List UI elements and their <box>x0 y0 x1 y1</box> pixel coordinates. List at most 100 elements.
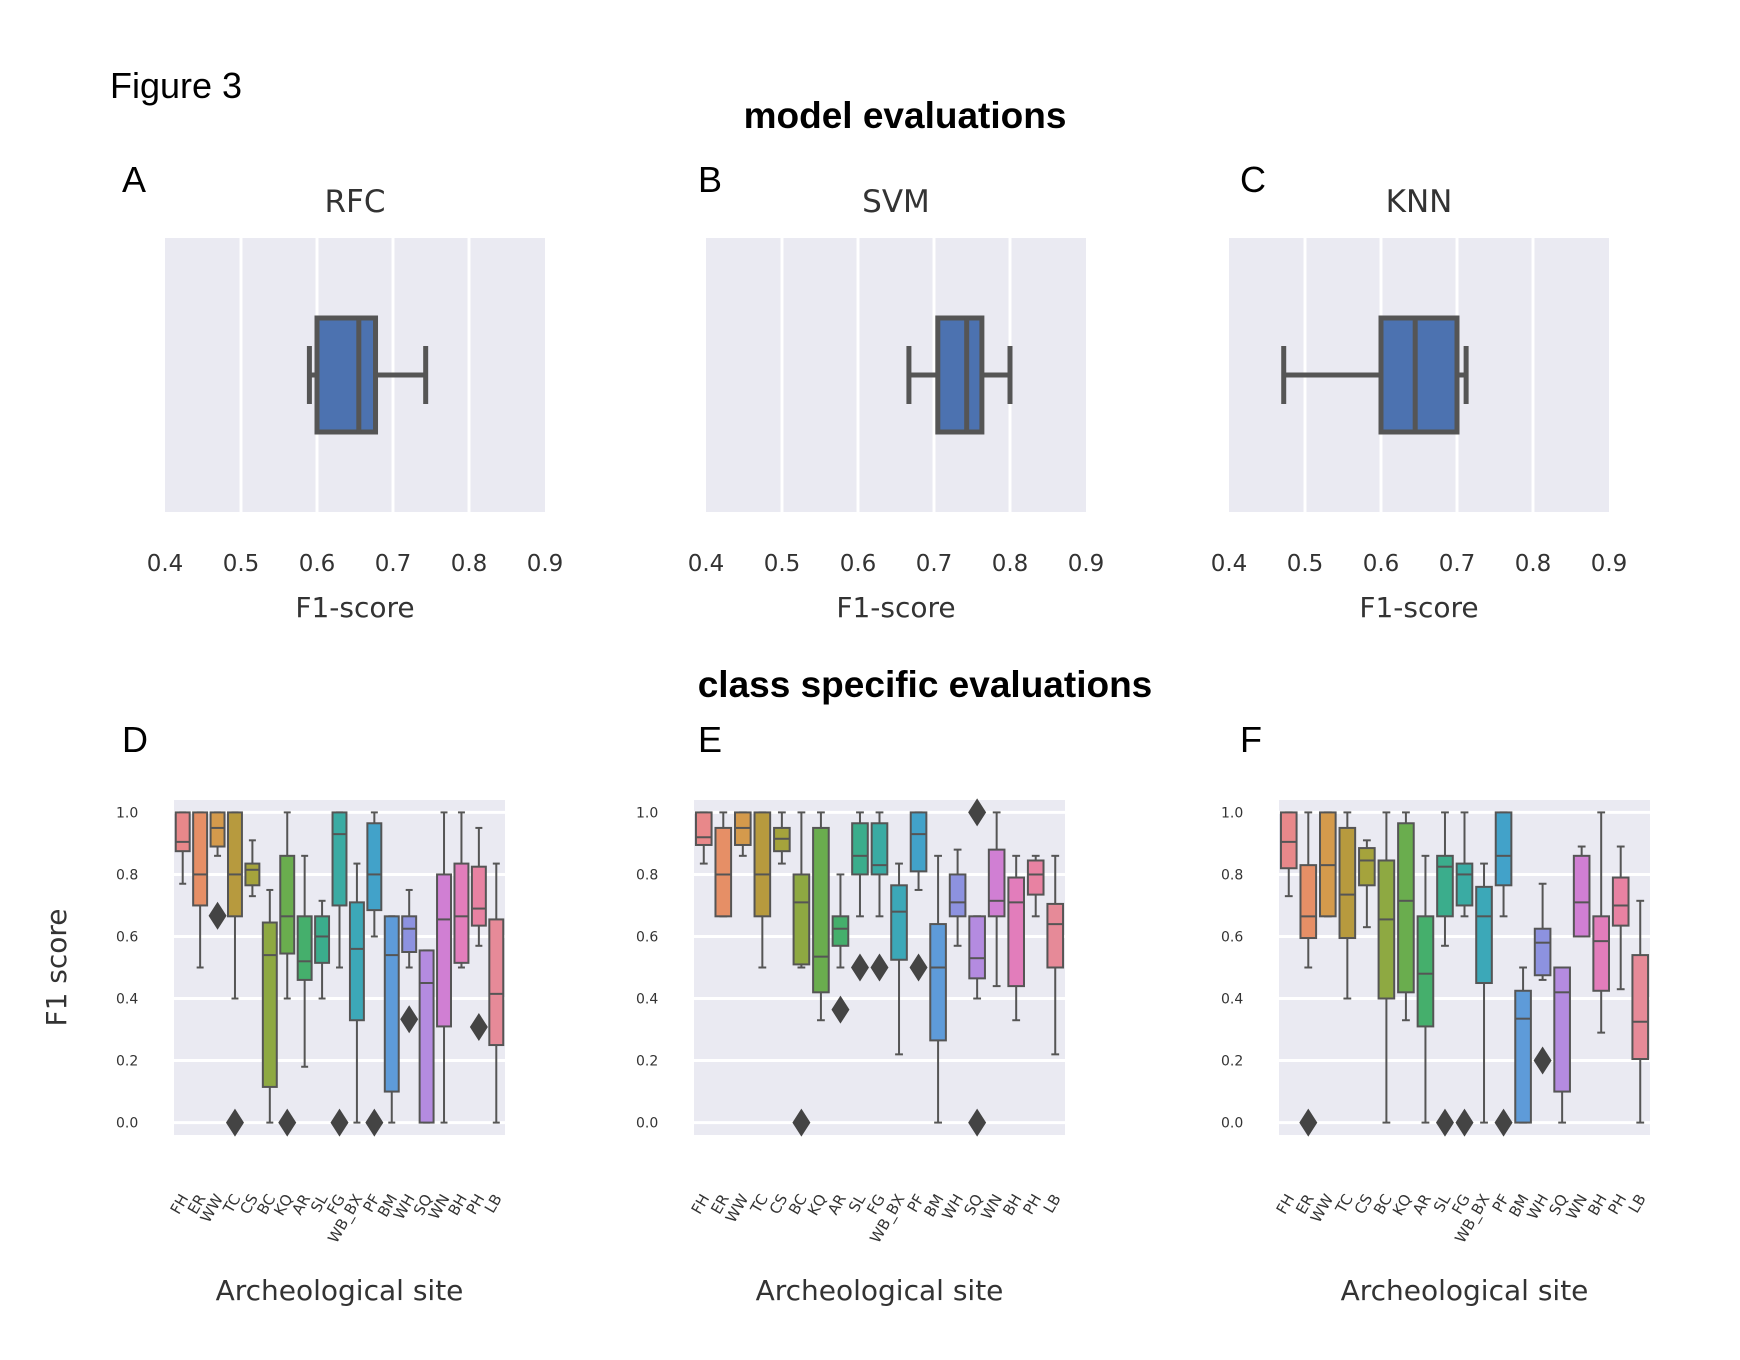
iqr-box <box>261 921 278 1088</box>
outlier-marker <box>792 1108 811 1137</box>
iqr-box <box>488 918 505 1047</box>
y-tick-label: 0.8 <box>1221 867 1243 883</box>
panel-title: RFC <box>324 184 385 220</box>
y-tick-label: 0.2 <box>116 1054 138 1070</box>
iqr-box <box>383 915 400 1093</box>
y-tick-label: 0.8 <box>116 867 138 883</box>
outlier-marker <box>909 953 928 982</box>
box-element <box>850 811 869 982</box>
iqr-box <box>1572 854 1591 938</box>
box-element <box>1475 862 1493 1124</box>
x-tick-label: 0.6 <box>299 551 336 577</box>
panels: A 0.4 0.5 0.6 0.7 0.8 0.9 RFC F1-score B 0.4 0.5 0.6… <box>40 159 1650 1307</box>
panel-letter: B <box>698 159 722 200</box>
iqr-box <box>331 811 348 907</box>
outlier-marker <box>469 1013 488 1042</box>
figure-label: Figure 3 <box>110 65 242 106</box>
outlier-marker <box>870 953 889 982</box>
iqr-box <box>1378 315 1460 435</box>
box-element <box>906 315 1013 435</box>
x-tick-label: 0.9 <box>1068 551 1105 577</box>
x-tick-label: 0.6 <box>1363 551 1400 577</box>
x-axis-label: F1-score <box>1359 591 1478 624</box>
x-tick-label: 0.8 <box>992 551 1029 577</box>
x-tick-label: LB <box>1040 1191 1065 1216</box>
iqr-box <box>1416 915 1435 1028</box>
y-tick-label: 0.4 <box>116 992 138 1008</box>
box-element <box>753 811 772 969</box>
iqr-box <box>1611 876 1630 927</box>
x-tick-label: 0.7 <box>916 551 953 577</box>
x-tick-label: 0.8 <box>451 551 488 577</box>
box-element <box>1281 315 1469 435</box>
panel-d: D 0.0 0.2 0.4 0.6 0.8 1.0 F1 score Archeological… <box>40 719 506 1307</box>
iqr-box <box>987 848 1006 918</box>
outlier-marker <box>330 1108 349 1137</box>
box-element <box>365 811 384 1137</box>
box-element <box>948 848 967 947</box>
iqr-box <box>314 915 331 964</box>
y-tick-label: 0.0 <box>1221 1116 1243 1132</box>
box-element <box>714 811 733 918</box>
x-tick-label: 0.7 <box>375 551 412 577</box>
box-element <box>1007 854 1025 1022</box>
outlier-marker <box>968 798 987 827</box>
iqr-box <box>1631 954 1650 1061</box>
iqr-box <box>1397 822 1415 994</box>
box-element <box>192 811 209 969</box>
box-element <box>1026 854 1045 918</box>
box-element <box>225 811 244 1137</box>
box-element <box>1338 811 1357 1000</box>
panel-letter: D <box>122 719 148 760</box>
panel-letter: A <box>122 159 146 200</box>
iqr-box <box>1533 927 1552 977</box>
box-element <box>792 811 811 1137</box>
box-element <box>812 811 830 1022</box>
iqr-box <box>418 949 435 1124</box>
y-axis-label: F1 score <box>40 908 73 1026</box>
box-element <box>383 915 400 1124</box>
x-tick-label: 0.9 <box>527 551 564 577</box>
box-element <box>1377 811 1396 1124</box>
x-tick-label: 0.6 <box>840 551 877 577</box>
iqr-box <box>929 923 947 1042</box>
panel-letter: F <box>1240 719 1262 760</box>
panel-a: A 0.4 0.5 0.6 0.7 0.8 0.9 RFC F1-score <box>122 159 563 624</box>
iqr-box <box>948 873 967 918</box>
y-tick-label: 0.4 <box>1221 992 1243 1008</box>
iqr-box <box>714 826 733 918</box>
iqr-box <box>909 811 928 873</box>
iqr-box <box>792 873 811 966</box>
iqr-box <box>851 822 869 876</box>
iqr-box <box>1475 885 1493 985</box>
box-element <box>1455 811 1474 1137</box>
outlier-marker <box>1299 1108 1318 1137</box>
box-element <box>1319 811 1337 918</box>
iqr-box <box>753 811 772 918</box>
y-tick-label: 0.6 <box>636 929 658 945</box>
iqr-box <box>279 854 296 955</box>
box-element <box>1592 811 1610 1034</box>
iqr-box <box>1592 915 1610 992</box>
x-tick-label: 0.7 <box>1439 551 1476 577</box>
panel-b: B 0.4 0.5 0.6 0.7 0.8 0.9 SVM F1-score <box>688 159 1105 624</box>
box-element <box>987 811 1006 988</box>
box-element <box>1358 839 1376 929</box>
outlier-marker <box>1533 1046 1552 1075</box>
iqr-box <box>470 865 487 927</box>
y-tick-label: 0.2 <box>636 1054 658 1070</box>
x-axis-label: Archeological site <box>1341 1274 1589 1307</box>
x-tick-label: 0.8 <box>1515 551 1552 577</box>
iqr-box <box>401 915 418 953</box>
iqr-box <box>192 811 209 907</box>
iqr-box <box>1514 989 1532 1124</box>
panel-title: KNN <box>1386 184 1453 220</box>
iqr-box <box>366 822 383 912</box>
iqr-box <box>436 873 452 1028</box>
box-element <box>1553 966 1571 1124</box>
iqr-box <box>694 811 713 846</box>
box-element <box>278 811 297 1137</box>
